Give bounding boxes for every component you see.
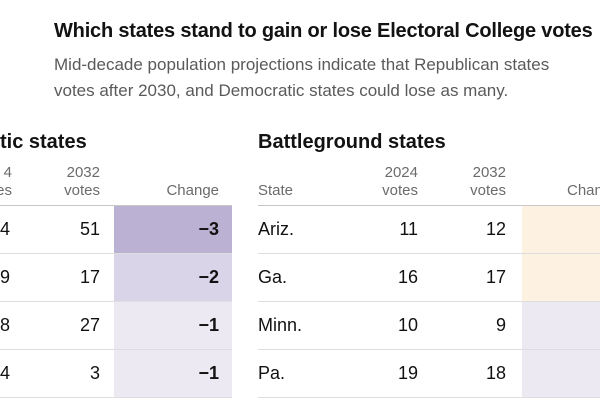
bg-votes-2032: 18 [485, 363, 506, 383]
bg-header-2024: 2024 votes [382, 164, 418, 199]
dem-votes-2024: 4 [0, 219, 10, 239]
dem-votes-2024: 9 [0, 267, 10, 287]
change-cell-fill [114, 206, 232, 253]
dem-change-value: −1 [198, 363, 219, 383]
change-cell-fill [114, 254, 232, 301]
bg-header-2032: 2032 votes [470, 164, 506, 199]
row-divider [258, 301, 600, 302]
change-cell-fill [114, 302, 232, 349]
change-cell-fill [114, 350, 232, 397]
bg-votes-2032: 12 [485, 219, 506, 239]
dem-votes-2032: 27 [79, 315, 100, 335]
bg-votes-2024: 16 [397, 267, 418, 287]
subtitle-line-1: Mid-decade population projections indica… [54, 55, 550, 74]
subtitle-line-2: votes after 2030, and Democratic states … [54, 81, 509, 100]
bg-votes-2024: 10 [397, 315, 418, 335]
dem-votes-2024: 8 [0, 315, 10, 335]
bg-state-name: Pa. [258, 363, 286, 383]
bg-votes-2032: 9 [495, 315, 506, 335]
bg-header-state: State [258, 182, 294, 199]
bg-header-change: Chan [567, 182, 600, 199]
bg-votes-2032: 17 [485, 267, 506, 287]
dem-votes-2032: 3 [89, 363, 100, 383]
row-divider [0, 349, 232, 350]
row-divider [258, 253, 600, 254]
dem-header-rule [0, 205, 232, 206]
democratic-table-title: tic states [0, 131, 87, 153]
battleground-table-title: Battleground states [258, 131, 446, 153]
change-cell-fill [522, 302, 600, 349]
row-divider [258, 349, 600, 350]
dem-votes-2032: 51 [79, 219, 100, 239]
dem-change-value: −3 [198, 219, 219, 239]
change-cell-fill [522, 206, 600, 253]
row-divider [0, 253, 232, 254]
bg-header-rule [258, 205, 600, 206]
change-cell-fill [522, 350, 600, 397]
bg-state-name: Ga. [258, 267, 288, 287]
dem-header-change: Change [166, 182, 219, 199]
chart-title: Which states stand to gain or lose Elect… [54, 20, 593, 42]
row-divider [0, 301, 232, 302]
dem-header-2032: 2032 votes [64, 164, 100, 199]
bg-votes-2024: 11 [399, 219, 418, 239]
chart-subtitle: Mid-decade population projections indica… [54, 52, 600, 104]
dem-votes-2032: 17 [79, 267, 100, 287]
dem-change-value: −1 [198, 315, 219, 335]
change-cell-fill [522, 254, 600, 301]
dem-votes-2024: 4 [0, 363, 10, 383]
bg-votes-2024: 19 [397, 363, 418, 383]
dem-header-2024: 4 es [0, 164, 12, 199]
row-divider [0, 397, 232, 398]
row-divider [258, 397, 600, 398]
bg-state-name: Minn. [258, 315, 303, 335]
dem-change-value: −2 [198, 267, 219, 287]
bg-state-name: Ariz. [258, 219, 294, 239]
